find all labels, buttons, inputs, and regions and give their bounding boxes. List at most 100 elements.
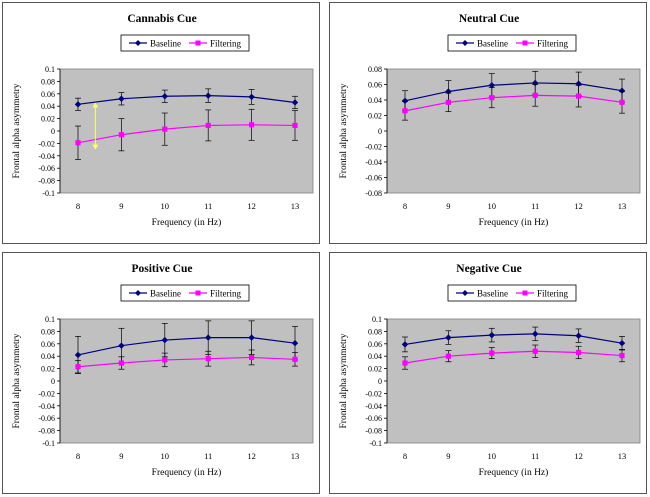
data-point [118,342,125,349]
chart-title: Negative Cue [456,263,521,275]
y-tick-label: -0.04 [365,402,382,411]
annotation-arrow [92,102,99,150]
x-axis-label: Frequency (in Hz) [152,467,222,478]
data-point [205,92,212,99]
y-axis-label: Frontal alpha asymmetry [339,333,349,428]
y-tick-label: 0.04 [41,102,55,111]
data-point [292,356,298,362]
y-tick-label: 0.02 [41,115,55,124]
data-point [75,364,81,370]
legend-marker [135,40,141,46]
data-point [74,351,82,359]
legend: Baseline Filtering [120,284,250,302]
y-tick-label: 0.1 [372,315,382,324]
y-tick-label: -0.02 [365,389,382,398]
legend-marker [522,290,528,296]
x-tick-label: 13 [291,451,300,461]
x-tick-label: 9 [446,201,450,211]
plot-area [386,68,641,194]
series-line [77,336,296,356]
chart-svg: Neutral Cue Baseline Filtering 0.08 0.06 0.04… [339,13,641,228]
y-tick-label: 0 [51,377,55,386]
series-line [77,124,296,144]
y-tick-label: 0.08 [41,77,55,86]
y-tick-label: -0.02 [38,389,55,398]
legend-marker [135,290,141,296]
data-point [291,99,299,106]
x-axis-label: Frequency (in Hz) [152,217,222,228]
data-point [532,92,538,98]
x-tick-label: 12 [247,451,256,461]
data-point [532,348,538,354]
series-filtering [402,84,625,121]
x-tick-label: 8 [76,451,80,461]
x-tick-label: 8 [76,201,80,211]
x-tick-label: 9 [446,451,450,461]
y-tick-label: 0.06 [368,340,382,349]
data-point [619,99,625,105]
x-tick-label: 13 [291,201,300,211]
chart-title: Positive Cue [131,263,192,275]
legend-box [120,34,250,52]
legend: Baseline Filtering [447,34,577,52]
x-tick-label: 9 [119,201,123,211]
chart-title: Neutral Cue [459,13,519,25]
y-axis-label: Frontal alpha asymmetry [12,83,22,178]
x-tick-label: 10 [161,201,170,211]
legend-label: Filtering [210,289,241,299]
chart-svg: Negative Cue Baseline Filtering 0.1 0.08 0.06… [339,263,641,478]
legend-label: Filtering [537,39,568,49]
x-axis-label: Frequency (in Hz) [479,217,549,228]
x-tick-label: 12 [247,201,256,211]
legend-marker [522,40,528,46]
data-point [489,95,495,101]
chart-panel-negative: Negative Cue Baseline Filtering 0.1 0.08 0.06… [329,252,647,494]
x-tick-label: 11 [531,451,539,461]
y-tick-label: 0.06 [368,81,382,90]
y-tick-label: 0.08 [368,65,382,74]
y-axis-label: Frontal alpha asymmetry [339,83,349,178]
legend-label: Filtering [210,39,241,49]
x-tick-label: 11 [204,451,212,461]
data-point [488,82,495,89]
chart-panel-neutral: Neutral Cue Baseline Filtering 0.08 0.06 0.04… [329,2,647,244]
x-tick-label: 12 [574,201,583,211]
y-tick-label: -0.04 [365,158,382,167]
x-tick-label: 11 [204,201,212,211]
data-point [576,93,582,99]
chart-panel-cannabis: Cannabis Cue Baseline Filtering 0.1 0.08 0.06… [2,2,320,244]
data-point [445,99,451,105]
y-tick-label: -0.08 [365,189,382,198]
legend-marker [195,40,201,46]
x-tick-label: 10 [488,451,497,461]
data-point [161,93,168,100]
data-point [292,122,298,129]
y-tick-label: -0.04 [38,152,55,161]
data-point [118,360,124,366]
x-axis-label: Frequency (in Hz) [479,467,549,478]
y-tick-label: -0.1 [42,189,55,198]
y-tick-label: -0.02 [365,143,382,152]
data-point [162,126,168,132]
y-tick-label: 0.06 [41,90,55,99]
y-tick-label: -0.04 [38,402,55,411]
legend-label: Baseline [477,39,508,49]
y-tick-label: 0.1 [45,315,55,324]
data-point [489,350,495,356]
data-point [618,87,626,94]
y-tick-label: 0 [378,377,382,386]
arrow-head [92,102,99,108]
legend-box [447,284,577,302]
y-tick-label: 0.08 [368,327,382,336]
chart-title: Cannabis Cue [127,13,196,25]
data-point [445,353,451,359]
legend-label: Baseline [150,39,181,49]
series-line [404,333,623,346]
chart-svg: Positive Cue Baseline Filtering 0.1 0.08 0.06… [12,263,314,478]
y-tick-label: -0.08 [38,427,55,436]
data-point [249,122,255,128]
data-point [402,360,408,366]
chart-panel-positive: Positive Cue Baseline Filtering 0.1 0.08 0.06… [2,252,320,494]
data-point [205,122,211,129]
legend-label: Baseline [477,289,508,299]
